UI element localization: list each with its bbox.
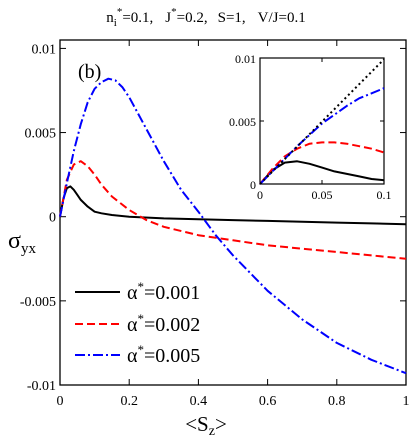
- main-x-tick-label: 0: [57, 394, 64, 409]
- x-axis-label-sub: z: [209, 424, 215, 439]
- inset-x-tick-label: 0.1: [377, 188, 392, 202]
- inset-series-lines: [259, 58, 385, 185]
- panel-label: (b): [78, 61, 101, 83]
- legend-entry-3: α*=0.005: [127, 342, 200, 367]
- main-x-tick-label: 0.2: [120, 394, 138, 409]
- inset-series-4-line: [259, 58, 385, 185]
- inset-series-3-line: [259, 87, 385, 185]
- legend-entry-2-name: α: [127, 314, 138, 336]
- inset-y-tick-label: 0.01: [235, 52, 256, 66]
- main-y-tick-label: 0.005: [25, 127, 57, 142]
- main-x-tick-label: 1: [403, 394, 410, 409]
- legend-entry-3-name: α: [127, 345, 138, 367]
- header-params: ni*=0.1, J*=0.2, S=1, V/J=0.1: [106, 6, 305, 29]
- inset-series-1-line: [259, 160, 385, 185]
- main-series-lines: [59, 77, 407, 375]
- x-axis-label-close: >: [215, 412, 227, 436]
- inset-frame: [259, 57, 385, 185]
- legend: α*=0.001 α*=0.002 α*=0.005: [75, 279, 200, 367]
- main-series-1-line: [59, 185, 407, 226]
- header-v: V/J=0.1: [258, 10, 306, 26]
- inset-axis-ticks: 0 0.05 0.1 0 0.005 0.01: [229, 52, 392, 202]
- legend-entry-2-sup: *: [137, 311, 144, 326]
- header-n: n: [106, 10, 114, 26]
- legend-entry-2: α*=0.002: [127, 311, 200, 336]
- main-series-3-line: [59, 77, 407, 375]
- main-y-tick-label: 0.01: [32, 42, 57, 57]
- main-x-tick-label: 0.6: [259, 394, 277, 409]
- header-n-star: *: [117, 6, 123, 18]
- legend-entry-3-sup: *: [137, 342, 144, 357]
- header-j-rest: =0.2,: [177, 10, 208, 26]
- main-y-tick-label: -0.005: [20, 295, 56, 310]
- legend-entry-1: α*=0.001: [127, 279, 200, 304]
- inset-x-tick-label: 0.05: [312, 188, 333, 202]
- main-x-tick-label: 0.8: [328, 394, 346, 409]
- y-axis-label-main: σ: [8, 228, 21, 254]
- inset-series-2-line: [259, 141, 385, 185]
- main-x-tick-label: 0.4: [190, 394, 208, 409]
- legend-entry-1-sup: *: [137, 279, 144, 294]
- header-j-star: *: [171, 6, 177, 18]
- y-axis-label-sub: yx: [21, 241, 37, 257]
- header-s: S=1,: [218, 10, 246, 26]
- inset-x-tick-label: 0: [257, 188, 263, 202]
- main-y-tick-label: 0: [49, 211, 56, 226]
- legend-entry-1-rest: =0.001: [144, 282, 200, 304]
- main-axis-ticks: 0 0.2 0.4 0.6 0.8 1 -0.01 -0.005 0 0.005 0.01: [20, 40, 410, 409]
- main-series-2-line: [59, 160, 407, 260]
- legend-entry-2-rest: =0.002: [144, 314, 200, 336]
- legend-entry-1-name: α: [127, 282, 138, 304]
- header-j: J: [165, 10, 171, 26]
- x-axis-label-main: <S: [185, 412, 209, 436]
- x-axis-label: <Sz>: [185, 412, 227, 439]
- inset-y-tick-label: 0.005: [229, 115, 256, 129]
- inset-y-tick-label: 0: [250, 178, 256, 192]
- header-n-rest: =0.1,: [122, 10, 153, 26]
- legend-entry-3-rest: =0.005: [144, 345, 200, 367]
- header-n-sub: i: [114, 17, 117, 29]
- y-axis-label: σyx: [8, 228, 36, 257]
- main-y-tick-label: -0.01: [27, 379, 56, 394]
